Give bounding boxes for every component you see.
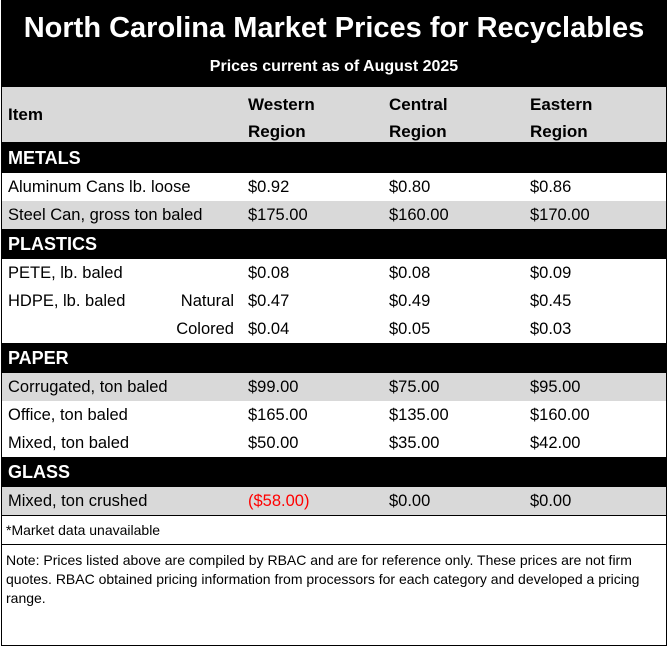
- price-eastern: $170.00: [530, 206, 590, 224]
- header-central-line1: Central: [389, 95, 448, 114]
- price-central: $0.08: [389, 264, 431, 282]
- table-header: Item Western Region Central Region Easte…: [2, 87, 666, 143]
- section-header-plastics: PLASTICS: [2, 229, 666, 259]
- price-central: $0.80: [389, 178, 431, 196]
- header-item: Item: [8, 104, 43, 124]
- price-western: $99.00: [248, 378, 299, 396]
- price-western: $0.47: [248, 292, 290, 310]
- item-cell: Steel Can, gross ton baled: [2, 201, 242, 229]
- price-western: $0.08: [248, 264, 290, 282]
- page-subtitle: Prices current as of August 2025: [209, 58, 459, 75]
- item-cell: Corrugated, ton baled: [2, 373, 242, 401]
- item-name: HDPE, lb. baled: [8, 292, 126, 310]
- price-central: $160.00: [389, 206, 449, 224]
- table-row: Mixed, ton baled $50.00 $35.00 $42.00: [2, 429, 666, 457]
- price-western: ($58.00): [248, 492, 310, 510]
- table-row: PETE, lb. baled $0.08 $0.08 $0.09: [2, 259, 666, 287]
- table-row: HDPE, lb. baled Natural $0.47 $0.49 $0.45: [2, 287, 666, 315]
- item-cell: PETE, lb. baled: [2, 259, 242, 287]
- header-western: Western Region: [242, 87, 383, 142]
- item-cell: Office, ton baled: [2, 401, 242, 429]
- price-western: $165.00: [248, 406, 308, 424]
- header-eastern: Eastern Region: [524, 87, 666, 142]
- price-eastern: $0.86: [530, 178, 572, 196]
- price-central: $0.49: [389, 292, 431, 310]
- note-unavailable: *Market data unavailable: [2, 516, 666, 545]
- price-western: $175.00: [248, 206, 308, 224]
- item-name: Corrugated, ton baled: [8, 378, 168, 396]
- header-central-line2: Region: [389, 122, 447, 141]
- item-cell: Mixed, ton crushed: [2, 487, 242, 515]
- price-central: $35.00: [389, 434, 440, 452]
- price-central: $0.00: [389, 492, 431, 510]
- item-name: Aluminum Cans lb. loose: [8, 178, 191, 196]
- item-variant: Natural: [180, 292, 234, 310]
- price-central: $75.00: [389, 378, 440, 396]
- item-variant: Colored: [176, 320, 234, 338]
- header-central: Central Region: [383, 87, 524, 142]
- price-western: $0.92: [248, 178, 290, 196]
- item-name: Office, ton baled: [8, 406, 128, 424]
- table-row: Corrugated, ton baled $99.00 $75.00 $95.00: [2, 373, 666, 401]
- header-western-line1: Western: [248, 95, 315, 114]
- table-row: Mixed, ton crushed ($58.00) $0.00 $0.00: [2, 487, 666, 515]
- price-eastern: $95.00: [530, 378, 581, 396]
- price-eastern: $42.00: [530, 434, 581, 452]
- table-body: METALS Aluminum Cans lb. loose $0.92 $0.80 $…: [2, 143, 666, 515]
- price-western: $0.04: [248, 320, 290, 338]
- item-name: Mixed, ton baled: [8, 434, 130, 452]
- note-disclaimer: Note: Prices listed above are compiled b…: [6, 552, 640, 606]
- item-cell: Aluminum Cans lb. loose: [2, 173, 242, 201]
- title-bar: North Carolina Market Prices for Recycla…: [2, 1, 666, 87]
- table-row: Office, ton baled $165.00 $135.00 $160.00: [2, 401, 666, 429]
- item-name: Steel Can, gross ton baled: [8, 206, 203, 224]
- header-eastern-line1: Eastern: [530, 95, 593, 114]
- section-header-glass: GLASS: [2, 457, 666, 487]
- page-title: North Carolina Market Prices for Recycla…: [23, 12, 645, 44]
- price-eastern: $0.03: [530, 320, 572, 338]
- item-name: Mixed, ton crushed: [8, 492, 148, 510]
- price-western: $50.00: [248, 434, 299, 452]
- section-header-metals: METALS: [2, 143, 666, 173]
- price-central: $135.00: [389, 406, 449, 424]
- table-row: Aluminum Cans lb. loose $0.92 $0.80 $0.86: [2, 173, 666, 201]
- item-name: PETE, lb. baled: [8, 264, 123, 282]
- item-cell: Colored: [2, 315, 242, 343]
- price-eastern: $160.00: [530, 406, 590, 424]
- table-row: Colored $0.04 $0.05 $0.03: [2, 315, 666, 343]
- price-eastern: $0.00: [530, 492, 572, 510]
- table-row: Steel Can, gross ton baled $175.00 $160.00…: [2, 201, 666, 229]
- item-cell: Mixed, ton baled: [2, 429, 242, 457]
- price-central: $0.05: [389, 320, 431, 338]
- header-western-line2: Region: [248, 122, 306, 141]
- price-eastern: $0.09: [530, 264, 572, 282]
- section-header-paper: PAPER: [2, 343, 666, 373]
- price-eastern: $0.45: [530, 292, 572, 310]
- notes: *Market data unavailable Note: Prices li…: [2, 515, 666, 608]
- header-eastern-line2: Region: [530, 122, 588, 141]
- item-cell: HDPE, lb. baled Natural: [2, 287, 242, 315]
